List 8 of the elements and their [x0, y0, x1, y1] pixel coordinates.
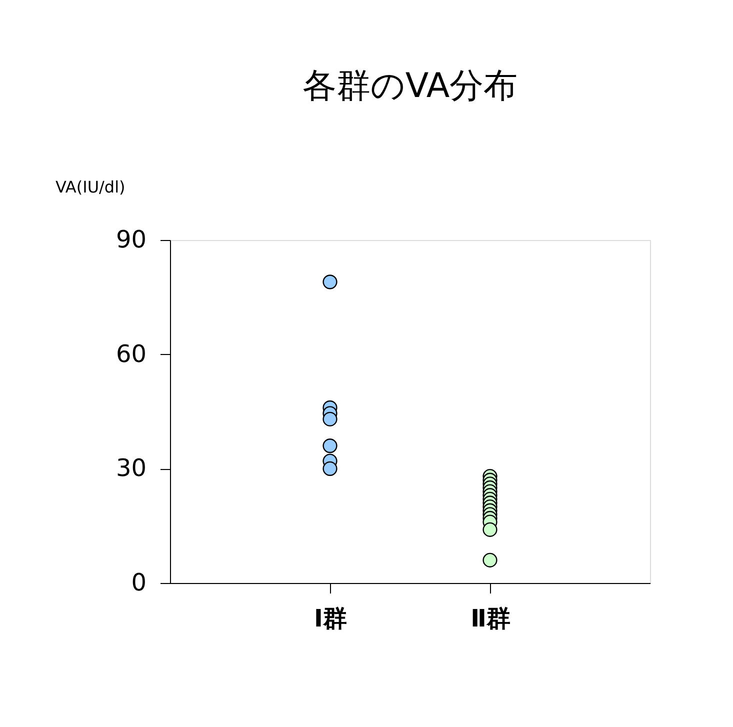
x-tick-label: Ⅱ群: [470, 604, 510, 632]
y-tick-label: 90: [116, 226, 146, 254]
y-tick-label: 60: [116, 340, 146, 368]
x-tick-label: Ⅰ群: [314, 604, 347, 632]
chart-title: 各群のVA分布: [302, 66, 518, 106]
y-tick-label: 0: [131, 568, 146, 596]
y-tick-label: 30: [116, 454, 146, 482]
y-axis-title: VA(IU/dl): [56, 178, 126, 196]
